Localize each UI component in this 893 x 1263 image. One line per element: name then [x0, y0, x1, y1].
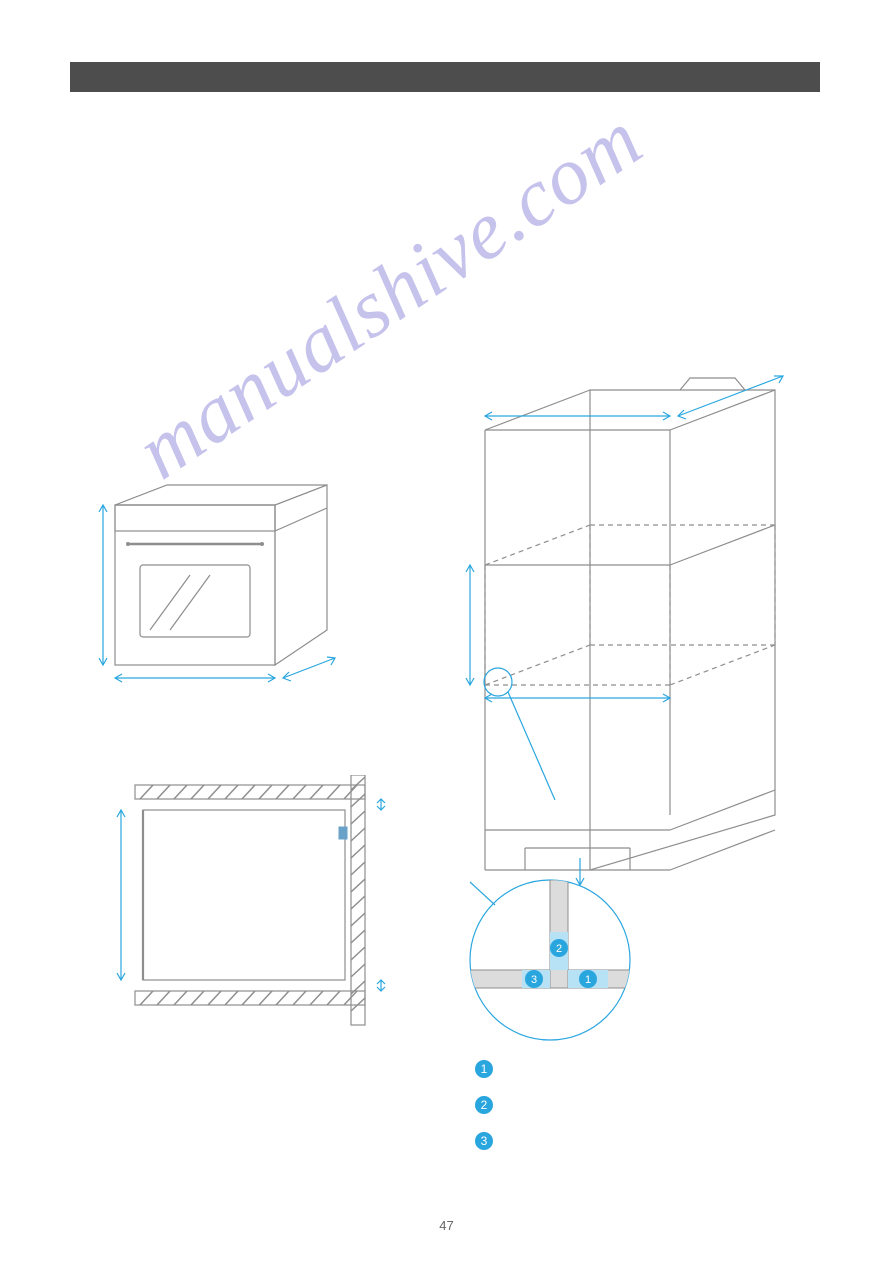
- badge-2-icon: 2: [475, 1096, 493, 1114]
- page-number: 47: [0, 1218, 893, 1233]
- legend: 1 2 3: [475, 1060, 775, 1168]
- figure-oven-front: [95, 480, 355, 705]
- badge-3-icon: 3: [475, 1132, 493, 1150]
- hatch-right: [351, 775, 365, 1025]
- hatch-top: [135, 785, 365, 799]
- header-bar: [70, 62, 820, 92]
- hatch-bottom: [135, 991, 365, 1005]
- svg-text:2: 2: [556, 943, 562, 955]
- badge-1-icon: 1: [475, 1060, 493, 1078]
- legend-row-1: 1: [475, 1060, 775, 1078]
- svg-text:1: 1: [585, 974, 591, 986]
- svg-text:3: 3: [531, 974, 537, 986]
- figure-cabinet: [430, 370, 815, 890]
- figure-detail-circle: 1 2 3: [450, 870, 650, 1070]
- figure-section: [95, 775, 395, 1035]
- legend-row-2: 2: [475, 1096, 775, 1114]
- page: manualshive.com: [0, 0, 893, 1263]
- legend-row-3: 3: [475, 1132, 775, 1150]
